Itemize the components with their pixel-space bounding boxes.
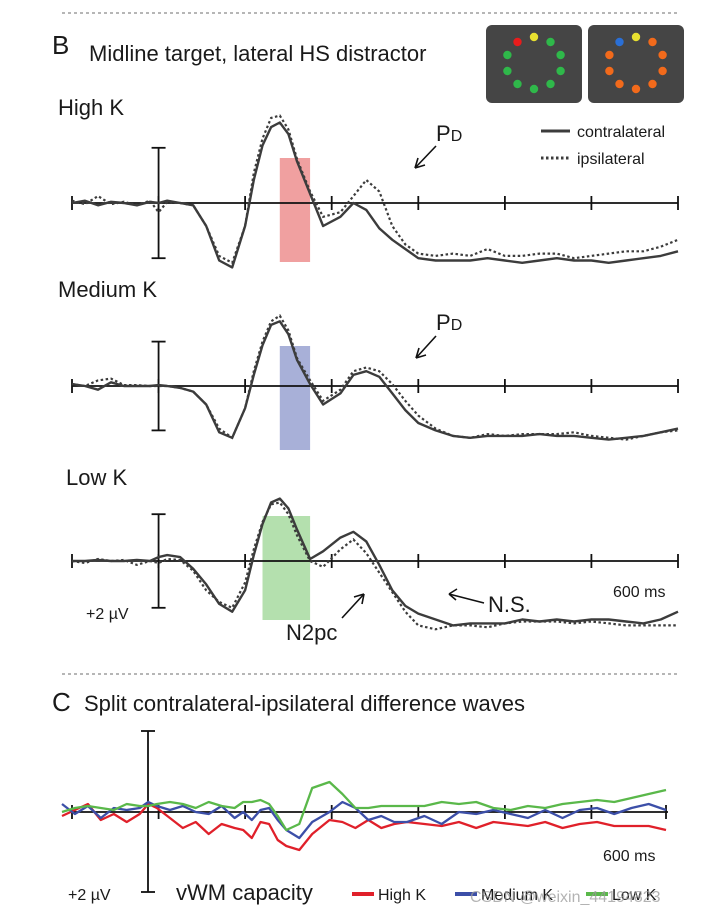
- highlight-window: [279, 158, 311, 262]
- plot-title: High K: [58, 95, 124, 120]
- highlight-window: [279, 346, 311, 450]
- highlight-window: [262, 516, 311, 620]
- ns-arrow: [448, 593, 485, 604]
- stimulus-icon-bg: [588, 25, 684, 103]
- pd-label: PD: [436, 310, 462, 335]
- ipsilateral-waveform: [71, 114, 679, 265]
- stimulus-dot: [503, 66, 512, 76]
- plot-title: Low K: [66, 465, 127, 490]
- stimulus-dot: [605, 50, 614, 60]
- stimulus-dot: [556, 66, 565, 76]
- panel-b-title: Midline target, lateral HS distractor: [89, 41, 426, 66]
- contralateral-waveform: [72, 497, 679, 627]
- pd-arrow: [414, 145, 437, 169]
- stimulus-dot: [556, 50, 565, 60]
- legend-contralateral-label: contralateral: [577, 124, 665, 141]
- ipsilateral-waveform: [71, 314, 679, 441]
- stimulus-dots: [503, 32, 565, 94]
- contralateral-waveform: [71, 320, 679, 441]
- panel-b-letter: B: [52, 30, 69, 60]
- erp-plot-high-k: High K: [58, 95, 679, 269]
- stimulus-dot: [529, 32, 539, 42]
- stimulus-dot: [658, 50, 667, 60]
- stimulus-dot: [658, 66, 667, 76]
- stimulus-dot: [513, 37, 522, 47]
- stimulus-dot: [615, 37, 624, 47]
- plot-title: Medium K: [58, 277, 157, 302]
- legend-medium-k-label: Medium K: [481, 887, 553, 904]
- stimulus-dots: [605, 32, 667, 94]
- legend-low-k-label: Low K: [612, 887, 657, 904]
- panel-c-legend: vWM capacity High K Medium K Low K: [176, 880, 657, 905]
- watermark: CSDN @weixin_44194823: [470, 889, 661, 906]
- ns-arrowhead: [448, 588, 458, 601]
- stimulus-dot: [529, 84, 539, 94]
- stimulus-dot: [513, 79, 522, 89]
- ipsilateral-waveform: [71, 501, 678, 631]
- stimulus-dot: [546, 37, 555, 47]
- erp-plot-low-k: Low K: [66, 465, 679, 631]
- n2pc-label: N2pc: [286, 620, 337, 645]
- stimulus-dot: [648, 79, 657, 89]
- legend-title: vWM capacity: [176, 880, 313, 905]
- legend-ipsilateral-label: ipsilateral: [577, 151, 645, 168]
- stimulus-dot: [648, 37, 657, 47]
- n2pc-annotation: N2pc: [286, 593, 365, 645]
- ns-label: N.S.: [488, 592, 531, 617]
- panel-b-legend: contralateral ipsilateral: [541, 124, 665, 168]
- stimulus-icon-red-green: [486, 25, 582, 103]
- pd-label: PD: [436, 121, 462, 146]
- panel-c-title: Split contralateral-ipsilateral differen…: [84, 691, 525, 716]
- pd-annotation-high: PD: [414, 121, 462, 169]
- medium-k-difference-wave: [61, 800, 667, 840]
- stimulus-icon-bg: [486, 25, 582, 103]
- stimulus-dot: [503, 50, 512, 60]
- legend-high-k-label: High K: [378, 887, 426, 904]
- n2pc-arrowhead: [353, 593, 365, 605]
- erp-plot-medium-k: Medium K: [58, 277, 679, 450]
- stimulus-icon-orange-blue: [588, 25, 684, 103]
- panel-b-scale-label: +2 µV: [86, 606, 129, 623]
- n2pc-arrow: [341, 593, 365, 619]
- panel-c-letter: C: [52, 687, 71, 717]
- stimulus-dot: [631, 32, 641, 42]
- stimulus-dot: [631, 84, 641, 94]
- low-k-difference-wave: [61, 780, 667, 832]
- pd-arrowhead: [415, 347, 427, 359]
- stimulus-dot: [546, 79, 555, 89]
- difference-wave-plot: [61, 730, 668, 893]
- panel-c-scale-label: +2 µV: [68, 887, 111, 904]
- ns-annotation: N.S.: [448, 588, 531, 617]
- pd-arrow: [415, 335, 437, 359]
- pd-arrowhead: [414, 157, 426, 169]
- stimulus-dot: [615, 79, 624, 89]
- panel-b-time-label: 600 ms: [613, 584, 665, 601]
- panel-c-time-label: 600 ms: [603, 848, 655, 865]
- contralateral-waveform: [71, 121, 679, 269]
- stimulus-dot: [605, 66, 614, 76]
- pd-annotation-medium: PD: [415, 310, 462, 359]
